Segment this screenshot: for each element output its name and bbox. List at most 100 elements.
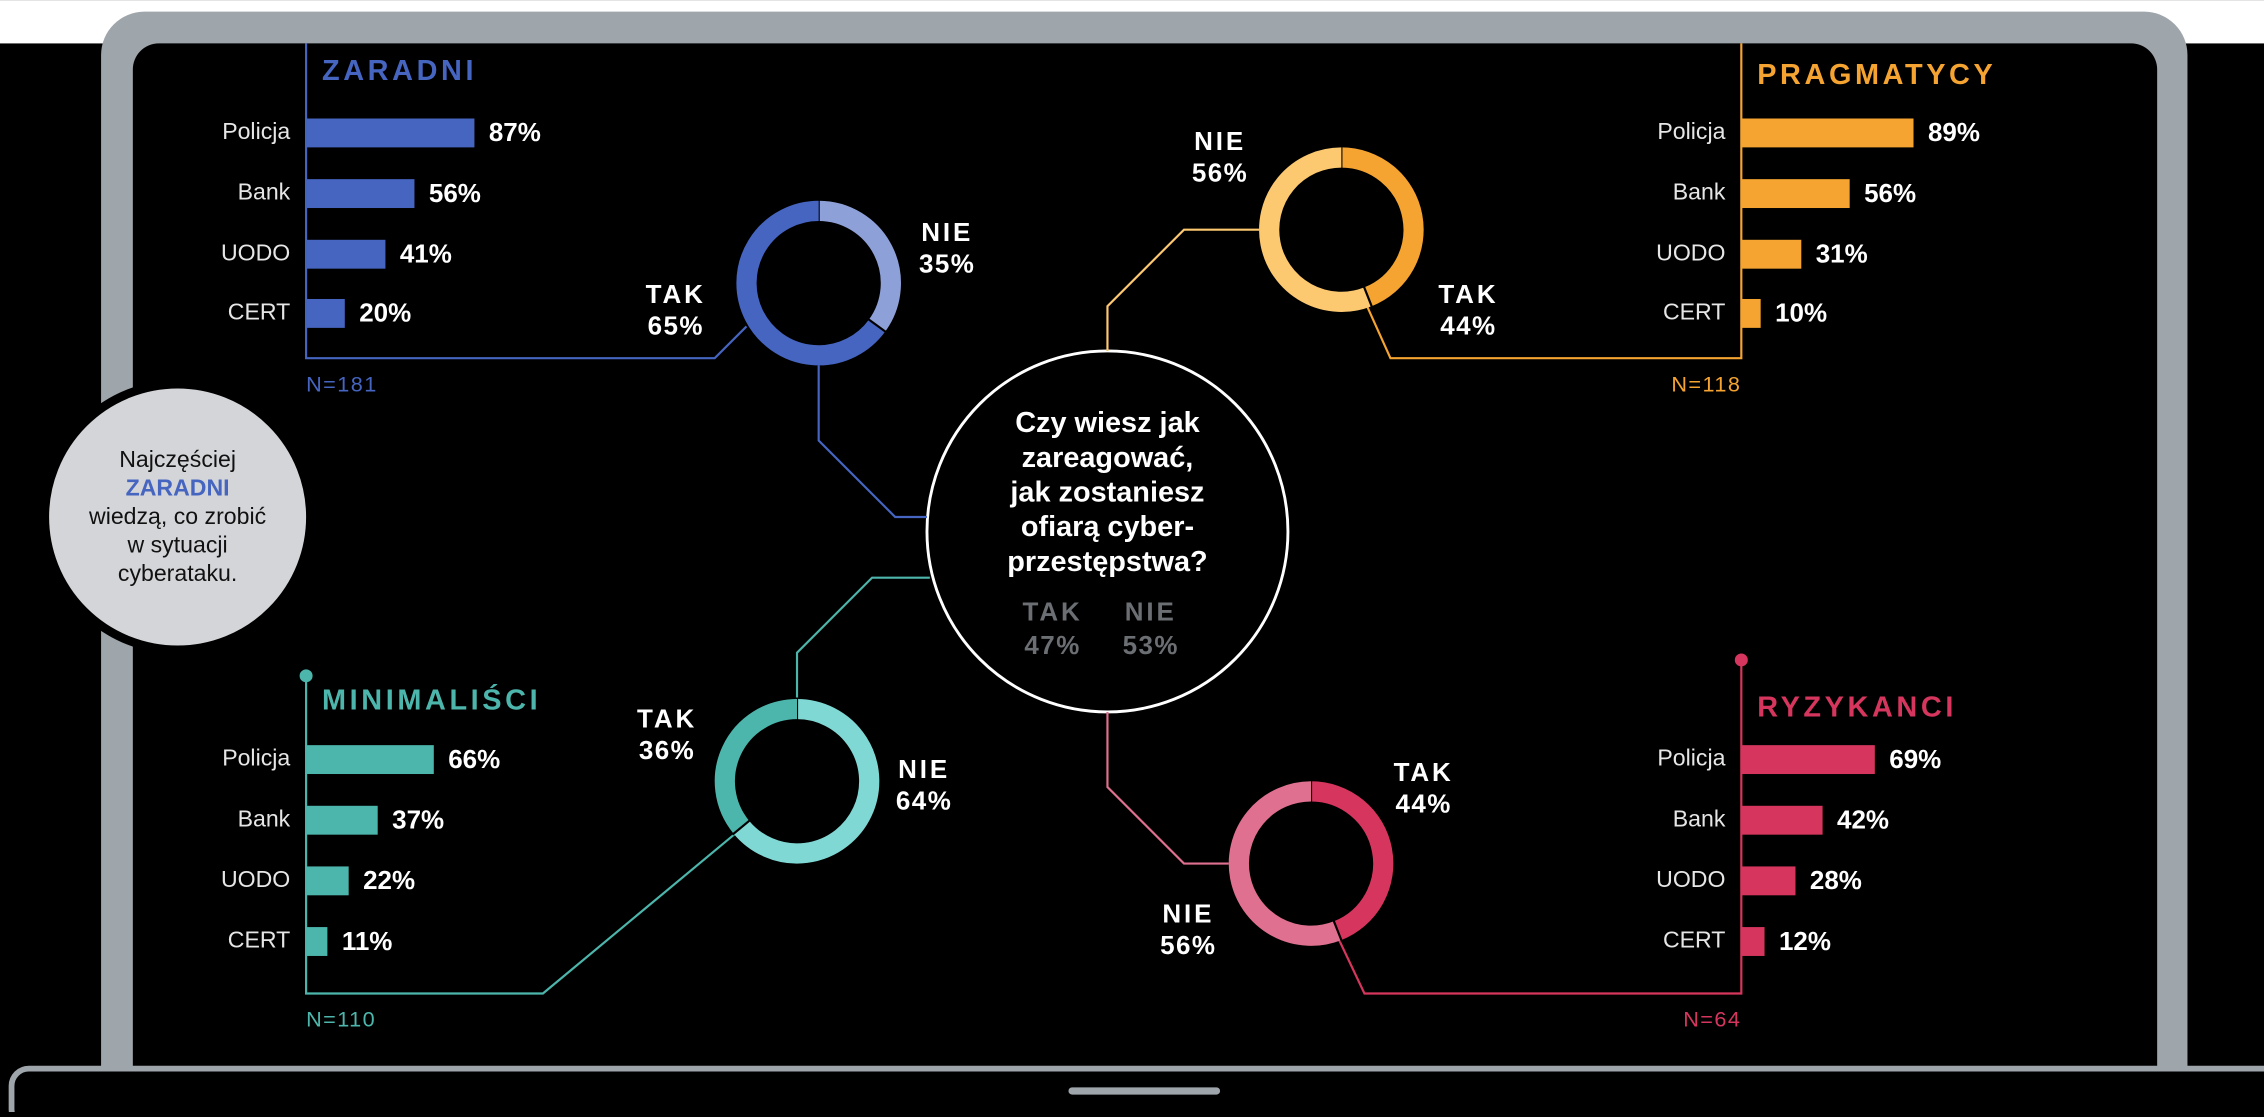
bar <box>1741 239 1802 269</box>
callout-line: w sytuacji <box>127 532 228 558</box>
question-line: jak zostaniesz <box>1009 477 1204 509</box>
segment-divider <box>1332 919 1343 942</box>
donut-segment <box>733 698 880 864</box>
donut-category: TAK <box>646 279 706 309</box>
category-label: UODO <box>221 866 290 892</box>
donut-category: TAK <box>1394 757 1454 787</box>
bar <box>1741 118 1914 148</box>
question-line: przestępstwa? <box>1007 546 1207 578</box>
bar <box>306 179 415 209</box>
bar <box>306 298 345 328</box>
category-label: CERT <box>228 299 290 325</box>
category-label: Bank <box>238 179 291 205</box>
bar <box>1741 298 1761 328</box>
center-connector <box>817 365 927 519</box>
donut-segment <box>736 200 886 366</box>
laptop-notch <box>1068 1087 1221 1095</box>
connector-dot <box>299 669 313 683</box>
category-label: UODO <box>1656 866 1725 892</box>
value-label: 41% <box>400 239 452 269</box>
donut-value: 56% <box>1160 930 1216 960</box>
center-connector <box>1106 711 1229 865</box>
donut-segment <box>1310 781 1394 941</box>
value-label: 87% <box>489 117 541 147</box>
category-label: UODO <box>221 239 290 265</box>
value-label: 28% <box>1810 865 1862 895</box>
value-label: 12% <box>1779 926 1831 956</box>
segment-divider <box>1362 285 1374 308</box>
value-label: 37% <box>392 805 444 835</box>
value-label: 42% <box>1837 805 1889 835</box>
category-label: Bank <box>1673 179 1726 205</box>
donut-category: TAK <box>1438 279 1498 309</box>
callout-line: wiedzą, co zrobić <box>88 503 266 529</box>
connector-dot <box>1734 653 1748 667</box>
center-connector <box>795 576 930 699</box>
answer-value: 53% <box>1123 630 1179 660</box>
category-label: CERT <box>1663 299 1725 325</box>
value-label: 10% <box>1775 298 1827 328</box>
n-label: N=64 <box>1683 1007 1741 1032</box>
donut-segment <box>1341 147 1424 307</box>
donut-value: 56% <box>1192 158 1248 188</box>
value-label: 20% <box>359 298 411 328</box>
value-label: 56% <box>1864 178 1916 208</box>
bar <box>306 927 328 956</box>
value-label: 66% <box>448 744 500 774</box>
bar <box>1741 927 1765 956</box>
segment-divider <box>731 819 751 836</box>
donut-value: 44% <box>1440 311 1496 341</box>
donut-category: NIE <box>1194 126 1246 156</box>
donut-segment <box>714 698 798 834</box>
category-label: Policja <box>1657 745 1725 771</box>
bar <box>306 805 378 835</box>
answer-label: TAK <box>1023 597 1083 627</box>
donut-category: NIE <box>1162 898 1214 928</box>
bar <box>1741 805 1823 835</box>
donut-value: 65% <box>648 311 704 341</box>
n-label: N=110 <box>306 1007 376 1032</box>
category-label: UODO <box>1656 239 1725 265</box>
category-label: Policja <box>1657 118 1725 144</box>
value-label: 31% <box>1816 239 1868 269</box>
group-title: MINIMALIŚCI <box>322 682 541 716</box>
donut-value: 44% <box>1396 789 1452 819</box>
group-title: ZARADNI <box>322 55 477 87</box>
n-label: N=118 <box>1671 371 1741 396</box>
bar <box>306 118 475 148</box>
value-label: 11% <box>342 926 393 956</box>
answer-value: 47% <box>1024 630 1080 660</box>
category-label: Bank <box>238 805 291 831</box>
donut-value: 35% <box>919 249 975 279</box>
center-connector <box>1106 228 1260 351</box>
answer-label: NIE <box>1125 597 1177 627</box>
donut-segment <box>1259 147 1372 312</box>
donut-category: NIE <box>921 217 973 247</box>
n-label: N=181 <box>306 371 378 396</box>
value-label: 56% <box>429 178 481 208</box>
donut-category: TAK <box>637 703 697 733</box>
bar <box>1741 866 1796 896</box>
bar <box>306 745 434 775</box>
donut-segment <box>1228 781 1342 946</box>
question-line: ofiarą cyber- <box>1021 511 1194 543</box>
bar <box>1741 745 1875 775</box>
value-label: 22% <box>363 865 415 895</box>
donut-category: NIE <box>898 754 950 784</box>
segment-divider <box>867 317 888 334</box>
question-line: zareagować, <box>1022 442 1194 474</box>
value-label: 89% <box>1928 117 1980 147</box>
bar <box>1741 179 1850 209</box>
donut-value: 36% <box>639 735 695 765</box>
callout-bubble <box>40 379 315 655</box>
callout-line: Najczęściej <box>119 446 236 472</box>
callout-line: ZARADNI <box>126 474 230 500</box>
group-title: PRAGMATYCY <box>1757 59 1996 91</box>
donut-value: 64% <box>896 786 952 816</box>
callout-line: cyberataku. <box>118 560 237 586</box>
category-label: Policja <box>222 745 290 771</box>
bar <box>306 866 349 896</box>
category-label: CERT <box>228 927 290 953</box>
question-line: Czy wiesz jak <box>1015 407 1200 439</box>
